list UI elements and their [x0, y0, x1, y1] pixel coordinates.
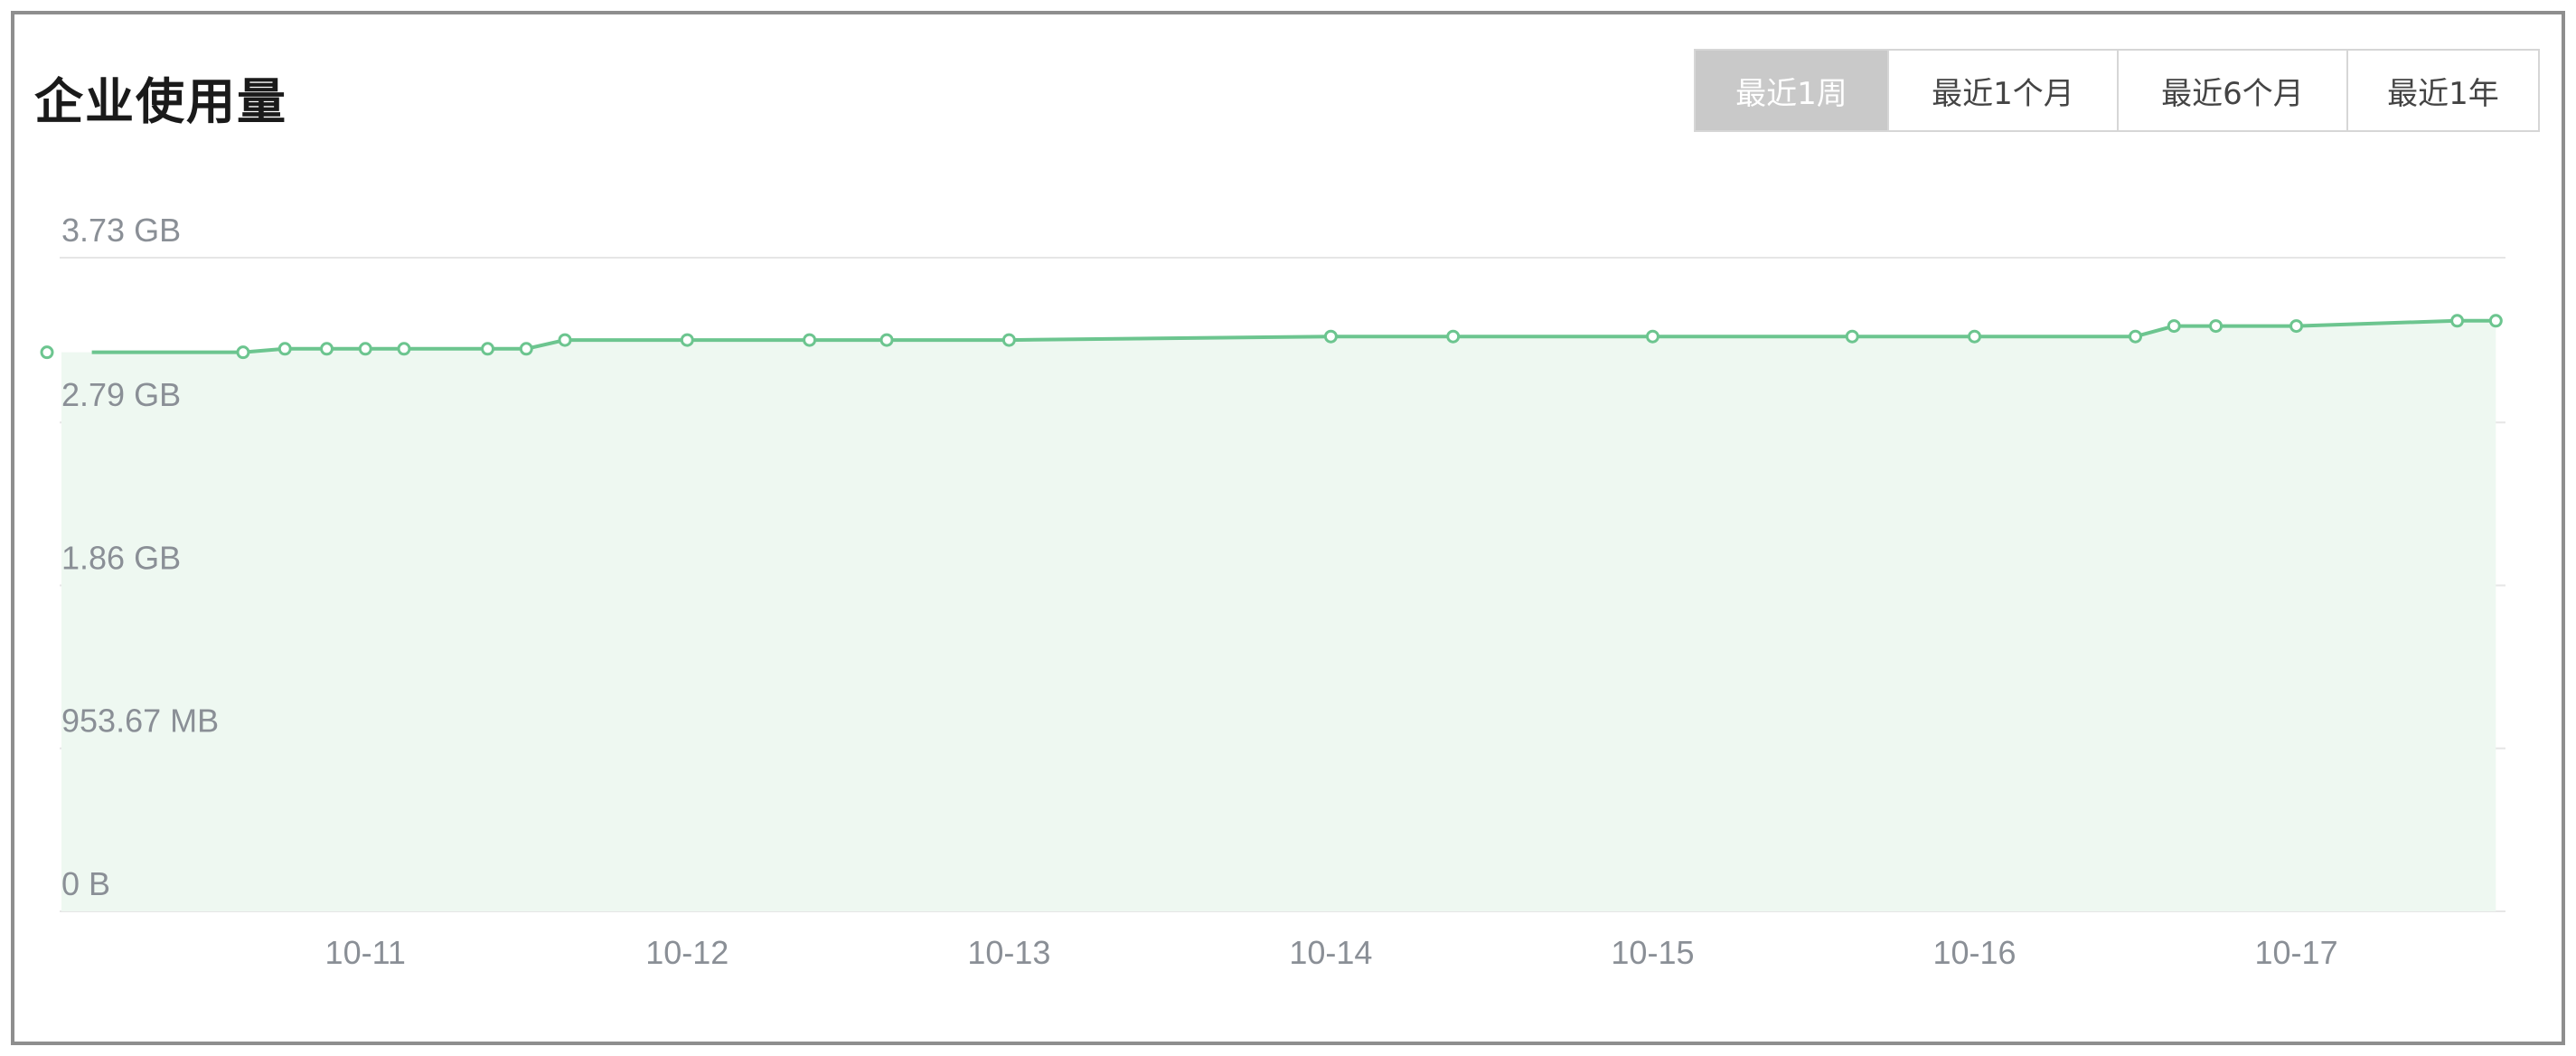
- data-point[interactable]: [320, 342, 334, 356]
- x-tick-label: 10-15: [1611, 934, 1694, 971]
- data-point[interactable]: [236, 345, 250, 360]
- time-range-selector: 最近1周 最近1个月 最近6个月 最近1年: [1694, 49, 2540, 132]
- data-point[interactable]: [40, 345, 54, 360]
- area-fill: [61, 320, 2496, 911]
- data-point[interactable]: [519, 342, 533, 356]
- data-point[interactable]: [803, 333, 817, 347]
- data-point[interactable]: [358, 342, 372, 356]
- data-point[interactable]: [2289, 319, 2304, 334]
- x-tick-label: 10-16: [1932, 934, 2016, 971]
- data-point[interactable]: [1645, 329, 1659, 344]
- data-point[interactable]: [481, 342, 495, 356]
- data-point[interactable]: [2488, 314, 2503, 328]
- data-point[interactable]: [2450, 314, 2465, 328]
- data-point[interactable]: [1323, 329, 1338, 344]
- range-button-1-month[interactable]: 最近1个月: [1887, 51, 2117, 130]
- y-tick-label: 953.67 MB: [61, 702, 219, 740]
- area-fill-layer: [61, 320, 2496, 911]
- data-point[interactable]: [1001, 333, 1016, 347]
- data-point[interactable]: [879, 333, 894, 347]
- data-point[interactable]: [397, 342, 411, 356]
- data-point[interactable]: [277, 342, 292, 356]
- y-axis-labels: 0 B 953.67 MB 1.86 GB 2.79 GB 3.73 GB: [61, 212, 219, 902]
- x-tick-label: 10-11: [325, 934, 406, 971]
- point-layer: [40, 314, 2503, 360]
- y-tick-label: 0 B: [61, 865, 110, 902]
- x-tick-label: 10-12: [645, 934, 729, 971]
- data-point[interactable]: [2167, 319, 2181, 334]
- data-point[interactable]: [1968, 329, 1982, 344]
- range-button-6-months[interactable]: 最近6个月: [2117, 51, 2346, 130]
- x-tick-label: 10-13: [967, 934, 1050, 971]
- range-button-1-week[interactable]: 最近1周: [1696, 51, 1887, 130]
- range-button-1-year[interactable]: 最近1年: [2346, 51, 2538, 130]
- x-tick-label: 10-17: [2255, 934, 2338, 971]
- data-point[interactable]: [1446, 329, 1461, 344]
- y-tick-label: 2.79 GB: [61, 376, 181, 413]
- y-tick-label: 3.73 GB: [61, 212, 181, 249]
- card-title: 企业使用量: [34, 73, 287, 130]
- data-point[interactable]: [680, 333, 694, 347]
- data-point[interactable]: [558, 333, 572, 347]
- data-point[interactable]: [2129, 329, 2143, 344]
- x-tick-label: 10-14: [1289, 934, 1372, 971]
- x-axis-labels: 10-11 10-12 10-13 10-14 10-15 10-16 10-1…: [325, 934, 2338, 971]
- data-point[interactable]: [2209, 319, 2223, 334]
- data-point[interactable]: [1845, 329, 1859, 344]
- y-tick-label: 1.86 GB: [61, 539, 181, 576]
